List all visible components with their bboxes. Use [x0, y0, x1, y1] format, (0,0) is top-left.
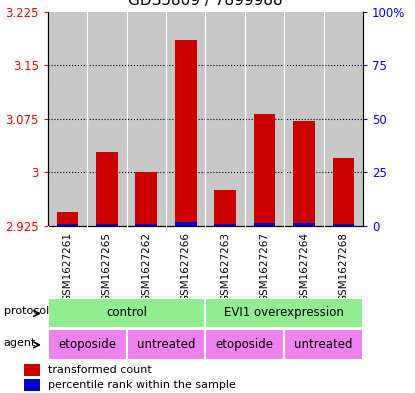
- Bar: [205, 329, 284, 360]
- Text: etoposide: etoposide: [58, 338, 116, 351]
- Text: transformed count: transformed count: [48, 365, 152, 375]
- Title: GDS5809 / 7899988: GDS5809 / 7899988: [128, 0, 283, 8]
- Bar: [135, 224, 157, 226]
- Bar: [56, 224, 78, 226]
- Text: control: control: [106, 306, 147, 320]
- Bar: [214, 190, 236, 226]
- Text: EVI1 overexpression: EVI1 overexpression: [225, 306, 344, 320]
- Bar: [293, 121, 315, 226]
- Bar: [205, 298, 363, 328]
- Bar: [127, 329, 205, 360]
- Bar: [332, 158, 354, 226]
- Text: percentile rank within the sample: percentile rank within the sample: [48, 380, 236, 390]
- Text: GSM1627263: GSM1627263: [220, 231, 230, 302]
- Text: GSM1627266: GSM1627266: [181, 231, 191, 302]
- Text: GSM1627264: GSM1627264: [299, 231, 309, 302]
- Bar: [254, 114, 276, 226]
- Bar: [56, 212, 78, 226]
- Text: agent: agent: [4, 338, 36, 348]
- Text: untreated: untreated: [137, 338, 195, 351]
- Bar: [284, 329, 363, 360]
- Text: GSM1627267: GSM1627267: [259, 231, 270, 302]
- Text: protocol: protocol: [4, 306, 49, 316]
- Text: GSM1627262: GSM1627262: [141, 231, 151, 302]
- Bar: [48, 329, 127, 360]
- Bar: [332, 224, 354, 226]
- Bar: [96, 224, 118, 226]
- Bar: [96, 152, 118, 226]
- Bar: [293, 223, 315, 226]
- Bar: [135, 173, 157, 226]
- Bar: [214, 224, 236, 226]
- Bar: [254, 223, 276, 226]
- Text: untreated: untreated: [295, 338, 353, 351]
- Text: etoposide: etoposide: [216, 338, 274, 351]
- Bar: [24, 364, 40, 376]
- Bar: [175, 40, 197, 226]
- Bar: [24, 379, 40, 391]
- Text: GSM1627268: GSM1627268: [338, 231, 349, 302]
- Text: GSM1627261: GSM1627261: [62, 231, 73, 302]
- Bar: [175, 222, 197, 226]
- Text: GSM1627265: GSM1627265: [102, 231, 112, 302]
- Bar: [48, 298, 205, 328]
